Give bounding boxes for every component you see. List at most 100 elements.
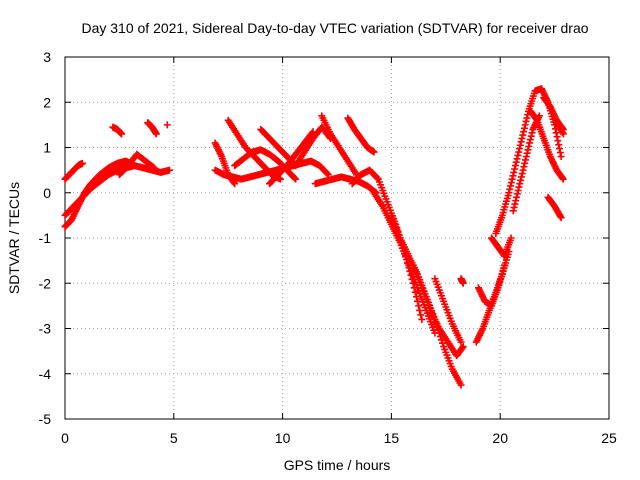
x-tick-label: 0 (61, 430, 69, 446)
data-point (556, 212, 564, 220)
data-point (459, 343, 467, 351)
series-arc-31 (544, 193, 565, 222)
data-point (513, 190, 521, 198)
data-point (508, 175, 516, 183)
x-tick-label: 20 (492, 430, 508, 446)
data-point (520, 128, 528, 136)
series-arc-11 (231, 146, 300, 183)
y-tick-label: -4 (39, 366, 52, 382)
data-point (511, 200, 519, 208)
data-point (521, 156, 529, 164)
data-point (518, 134, 526, 142)
data-point (510, 168, 518, 176)
data-point (520, 163, 528, 171)
data-point (552, 129, 560, 137)
data-point (517, 138, 525, 146)
data-point (524, 146, 532, 154)
series-arc-22 (431, 275, 465, 346)
data-point (555, 145, 563, 153)
data-points (61, 85, 567, 389)
series-arc-17 (344, 114, 378, 156)
data-point (323, 170, 331, 178)
data-point (558, 174, 566, 182)
data-point (510, 203, 518, 211)
data-point (517, 173, 525, 181)
series-arc-03 (61, 159, 86, 183)
series-arc-32 (553, 119, 567, 138)
data-point (507, 234, 515, 242)
data-point (559, 130, 567, 138)
data-point (511, 165, 519, 173)
y-tick-label: -5 (39, 411, 52, 427)
data-point (152, 130, 160, 138)
data-point (163, 121, 171, 129)
data-point (512, 158, 520, 166)
data-point (505, 189, 513, 197)
data-point (418, 315, 426, 323)
x-tick-label: 10 (275, 430, 291, 446)
data-point (416, 306, 424, 314)
y-tick-label: -3 (39, 321, 52, 337)
data-point (554, 137, 562, 145)
data-point (507, 182, 515, 190)
y-tick-label: -1 (39, 230, 52, 246)
x-tick-label: 15 (384, 430, 400, 446)
y-tick-label: -2 (39, 275, 52, 291)
data-point (526, 139, 534, 147)
data-point (526, 136, 534, 144)
data-point (518, 170, 526, 178)
chart-title: Day 310 of 2021, Sidereal Day-to-day VTE… (81, 20, 588, 36)
series-arc-25 (474, 261, 509, 310)
y-tick-label: 1 (43, 140, 51, 156)
data-point (521, 159, 529, 167)
data-point (513, 155, 521, 163)
data-point (506, 185, 514, 193)
x-tick-label: 5 (170, 430, 178, 446)
data-point (558, 129, 566, 137)
data-point (165, 166, 173, 174)
series-arc-07 (163, 121, 171, 129)
data-point (373, 174, 381, 182)
data-point (514, 151, 522, 159)
data-point (78, 159, 86, 167)
data-point (501, 261, 509, 269)
data-point (118, 130, 126, 138)
data-point (276, 175, 284, 183)
series-arc-15 (318, 112, 361, 179)
x-axis-label: GPS time / hours (284, 457, 391, 473)
data-point (557, 153, 565, 161)
data-point (292, 175, 300, 183)
data-point (520, 124, 528, 132)
data-point (515, 183, 523, 191)
data-point (150, 164, 158, 172)
data-point (523, 114, 531, 122)
data-point (519, 131, 527, 139)
data-point (417, 311, 425, 319)
data-point (415, 302, 423, 310)
data-point (527, 132, 535, 140)
data-point (507, 179, 515, 187)
data-point (556, 149, 564, 157)
series-arc-04 (109, 123, 126, 138)
data-point (514, 186, 522, 194)
series-arc-09 (211, 139, 239, 188)
series-arc-21 (409, 261, 467, 360)
data-point (513, 193, 521, 201)
data-point (557, 214, 565, 222)
data-point (149, 163, 157, 171)
data-point (457, 381, 465, 389)
data-point (439, 339, 447, 347)
series-arc-29 (527, 107, 567, 183)
series-arc-23 (457, 275, 467, 287)
data-point (517, 176, 525, 184)
series-arc-26 (487, 234, 515, 260)
data-point (519, 166, 527, 174)
data-point (516, 180, 524, 188)
series-arc-06 (144, 119, 160, 138)
data-point (516, 141, 524, 149)
data-point (457, 338, 465, 346)
y-tick-label: 0 (43, 185, 51, 201)
data-point (521, 121, 529, 129)
data-point (291, 174, 299, 182)
